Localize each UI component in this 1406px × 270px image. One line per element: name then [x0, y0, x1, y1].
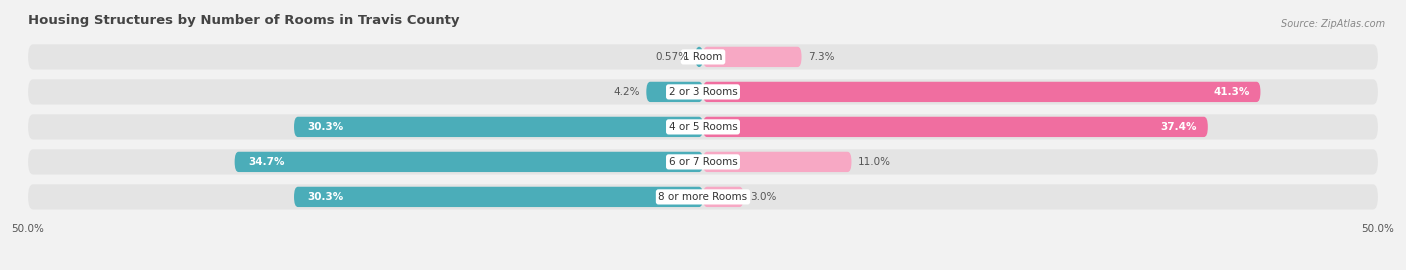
FancyBboxPatch shape [703, 47, 801, 67]
FancyBboxPatch shape [28, 114, 1378, 140]
FancyBboxPatch shape [703, 117, 1208, 137]
Text: 7.3%: 7.3% [808, 52, 835, 62]
FancyBboxPatch shape [703, 152, 852, 172]
Text: 30.3%: 30.3% [308, 192, 344, 202]
Text: Source: ZipAtlas.com: Source: ZipAtlas.com [1281, 19, 1385, 29]
Text: 1 Room: 1 Room [683, 52, 723, 62]
FancyBboxPatch shape [235, 152, 703, 172]
FancyBboxPatch shape [696, 47, 703, 67]
Text: 30.3%: 30.3% [308, 122, 344, 132]
Text: 37.4%: 37.4% [1160, 122, 1197, 132]
FancyBboxPatch shape [703, 82, 1260, 102]
Text: 3.0%: 3.0% [751, 192, 776, 202]
Text: 8 or more Rooms: 8 or more Rooms [658, 192, 748, 202]
FancyBboxPatch shape [28, 149, 1378, 174]
Text: 41.3%: 41.3% [1213, 87, 1250, 97]
Text: 4 or 5 Rooms: 4 or 5 Rooms [669, 122, 737, 132]
Text: 11.0%: 11.0% [858, 157, 891, 167]
Text: 2 or 3 Rooms: 2 or 3 Rooms [669, 87, 737, 97]
FancyBboxPatch shape [28, 44, 1378, 69]
Text: 4.2%: 4.2% [613, 87, 640, 97]
FancyBboxPatch shape [28, 79, 1378, 104]
FancyBboxPatch shape [28, 184, 1378, 210]
FancyBboxPatch shape [647, 82, 703, 102]
FancyBboxPatch shape [294, 117, 703, 137]
Text: Housing Structures by Number of Rooms in Travis County: Housing Structures by Number of Rooms in… [28, 14, 460, 27]
Text: 34.7%: 34.7% [247, 157, 284, 167]
Text: 0.57%: 0.57% [655, 52, 689, 62]
Text: 6 or 7 Rooms: 6 or 7 Rooms [669, 157, 737, 167]
FancyBboxPatch shape [703, 187, 744, 207]
FancyBboxPatch shape [294, 187, 703, 207]
